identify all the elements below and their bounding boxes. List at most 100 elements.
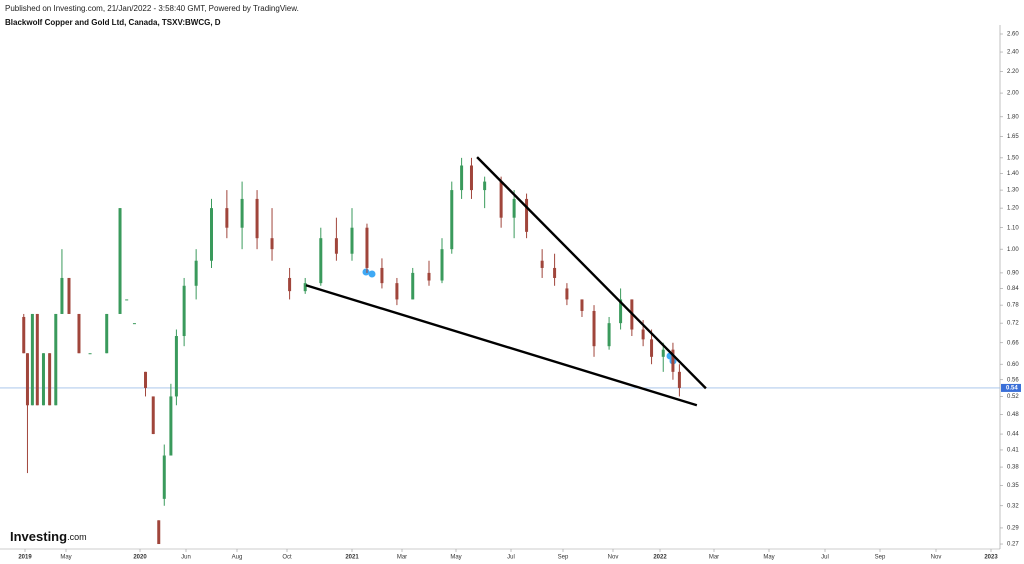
candle-body bbox=[592, 310, 596, 347]
y-tick-label: 0.38 bbox=[1007, 465, 1019, 471]
candle-body bbox=[580, 299, 584, 311]
y-tick-label: 1.80 bbox=[1007, 114, 1019, 120]
candle-body bbox=[427, 272, 431, 281]
candle-body bbox=[48, 353, 52, 406]
y-tick-label: 1.65 bbox=[1007, 134, 1019, 140]
candle-body bbox=[288, 277, 292, 292]
y-tick-label: 1.50 bbox=[1007, 155, 1019, 161]
trendline bbox=[476, 156, 707, 390]
candle-body bbox=[77, 313, 81, 354]
candle-body bbox=[395, 283, 399, 300]
candle-body bbox=[194, 260, 198, 286]
candle-body bbox=[512, 198, 516, 218]
x-tick-label: Jul bbox=[821, 555, 829, 561]
y-tick-label: 0.32 bbox=[1007, 503, 1019, 509]
candle-body bbox=[319, 238, 323, 284]
x-tick-label: Aug bbox=[232, 555, 243, 561]
candle-body bbox=[553, 267, 557, 278]
candle-body bbox=[132, 323, 136, 325]
last-price-box bbox=[1001, 383, 1021, 392]
candle-body bbox=[661, 349, 665, 357]
x-tick-label: May bbox=[450, 555, 461, 561]
candle-body bbox=[565, 288, 569, 300]
candle-body bbox=[225, 208, 229, 228]
candle-body bbox=[60, 277, 64, 314]
logo-name: Investing bbox=[10, 529, 67, 544]
y-tick-label: 1.30 bbox=[1007, 188, 1019, 194]
candles bbox=[22, 157, 681, 545]
candle-body bbox=[88, 353, 92, 355]
x-tick-label: 2019 bbox=[18, 555, 32, 561]
candle-body bbox=[35, 313, 39, 406]
y-tick-label: 0.78 bbox=[1007, 303, 1019, 309]
candle-body bbox=[22, 316, 26, 354]
candle-body bbox=[483, 181, 487, 191]
candle-body bbox=[182, 285, 186, 337]
x-tick-label: May bbox=[763, 555, 774, 561]
candle-body bbox=[255, 198, 259, 239]
y-tick-label: 0.48 bbox=[1007, 412, 1019, 418]
candle-body bbox=[650, 339, 654, 357]
x-tick-label: Sep bbox=[875, 555, 886, 561]
candle-body bbox=[460, 165, 464, 191]
candle-body bbox=[157, 520, 161, 545]
y-tick-label: 0.90 bbox=[1007, 270, 1019, 276]
candle-body bbox=[334, 238, 338, 254]
y-tick-label: 2.00 bbox=[1007, 91, 1019, 97]
y-tick-label: 0.84 bbox=[1007, 286, 1019, 292]
candle-body bbox=[67, 277, 71, 314]
x-tick-label: May bbox=[60, 555, 71, 561]
source-note: Published on Investing.com, 21/Jan/2022 … bbox=[5, 4, 299, 13]
chart-title: Blackwolf Copper and Gold Ltd, Canada, T… bbox=[5, 18, 221, 27]
y-tick-label: 1.40 bbox=[1007, 171, 1019, 177]
x-tick-label: 2023 bbox=[984, 555, 998, 561]
event-icon bbox=[362, 268, 370, 276]
candle-body bbox=[162, 455, 166, 499]
last-price-label: 0.54 bbox=[1006, 386, 1018, 392]
candle-body bbox=[151, 396, 155, 435]
y-tick-label: 1.00 bbox=[1007, 247, 1019, 253]
y-tick-label: 0.35 bbox=[1007, 483, 1019, 489]
x-tick-label: 2021 bbox=[345, 555, 359, 561]
candle-body bbox=[469, 165, 473, 191]
candle-body bbox=[677, 371, 681, 388]
candle-body bbox=[607, 323, 611, 347]
candle-body bbox=[440, 249, 444, 281]
x-tick-label: Jun bbox=[181, 555, 191, 561]
y-tick-label: 0.56 bbox=[1007, 377, 1019, 383]
candle-body bbox=[641, 329, 645, 340]
candle-body bbox=[350, 227, 354, 254]
candle-body bbox=[144, 371, 148, 388]
candle-body bbox=[105, 313, 109, 354]
trendline bbox=[305, 284, 698, 407]
x-tick-label: Nov bbox=[608, 555, 619, 561]
y-tick-label: 1.20 bbox=[1007, 206, 1019, 212]
candle-body bbox=[365, 227, 369, 268]
candle-body bbox=[54, 313, 58, 406]
x-tick-label: Sep bbox=[558, 555, 569, 561]
y-tick-label: 2.20 bbox=[1007, 69, 1019, 75]
candle-body bbox=[450, 190, 454, 250]
x-tick-label: Mar bbox=[397, 555, 407, 561]
candle-body bbox=[411, 272, 415, 300]
y-tick-label: 0.41 bbox=[1007, 448, 1019, 454]
candle-body bbox=[118, 208, 122, 314]
y-tick-label: 0.52 bbox=[1007, 394, 1019, 400]
candle-body bbox=[499, 181, 503, 218]
y-tick-label: 2.60 bbox=[1007, 32, 1019, 38]
x-tick-label: Mar bbox=[709, 555, 719, 561]
y-tick-label: 0.29 bbox=[1007, 526, 1019, 532]
y-tick-label: 1.10 bbox=[1007, 225, 1019, 231]
y-tick-label: 0.44 bbox=[1007, 432, 1019, 438]
candle-body bbox=[125, 299, 129, 301]
y-tick-label: 0.27 bbox=[1007, 542, 1019, 548]
y-tick-label: 2.40 bbox=[1007, 50, 1019, 56]
candle-body bbox=[240, 198, 244, 228]
x-tick-label: 2022 bbox=[653, 555, 667, 561]
candle-body bbox=[270, 238, 274, 250]
y-tick-label: 0.72 bbox=[1007, 321, 1019, 327]
y-tick-label: 0.66 bbox=[1007, 340, 1019, 346]
candle-body bbox=[174, 336, 178, 397]
candle-body bbox=[540, 260, 544, 268]
